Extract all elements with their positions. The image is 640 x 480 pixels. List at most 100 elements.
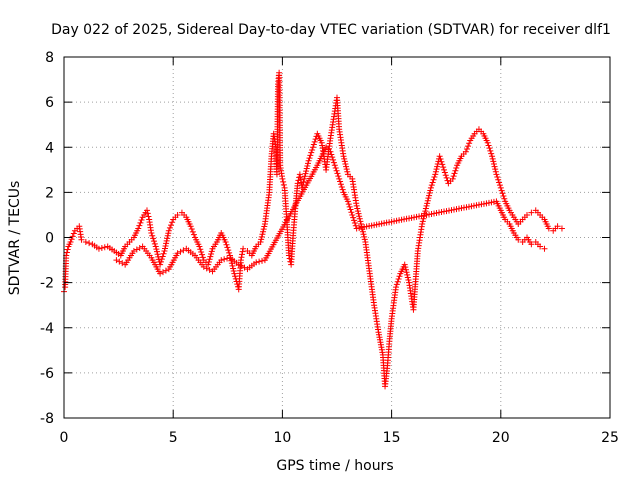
data-point (404, 271, 411, 278)
data-point (259, 231, 266, 238)
data-point (150, 238, 157, 245)
data-point (443, 174, 450, 181)
data-point (358, 220, 365, 227)
data-point (437, 155, 444, 162)
data-point (239, 248, 246, 255)
data-point (82, 239, 89, 246)
data-point (352, 222, 359, 229)
data-point (135, 225, 142, 232)
y-tick-label: -8 (40, 411, 54, 427)
data-point (343, 163, 350, 170)
data-point (498, 187, 505, 194)
data-point (69, 233, 76, 240)
data-point (405, 277, 412, 284)
data-point (231, 270, 238, 277)
data-point (436, 153, 443, 160)
data-point (434, 163, 441, 170)
data-point (494, 174, 501, 181)
data-point (302, 170, 309, 177)
data-point (223, 241, 230, 248)
data-point (357, 218, 364, 225)
data-point (449, 175, 456, 182)
data-point (426, 190, 433, 197)
data-point (345, 201, 352, 208)
data-point (429, 179, 436, 186)
data-point (359, 228, 366, 235)
data-point (205, 261, 212, 268)
data-point (311, 138, 318, 145)
data-point (257, 239, 264, 246)
data-point (196, 243, 203, 250)
data-point (203, 265, 210, 272)
y-axis-title: SDTVAR / TECUs (7, 181, 23, 296)
data-point (353, 202, 360, 209)
data-point (226, 249, 233, 256)
data-point (305, 157, 312, 164)
data-point (224, 244, 231, 251)
data-point (341, 155, 348, 162)
data-point (344, 168, 351, 175)
data-point (253, 259, 260, 266)
data-point (492, 166, 499, 173)
data-point (222, 239, 229, 246)
data-point (260, 226, 267, 233)
x-tick-label: 15 (383, 430, 401, 446)
data-point (158, 256, 165, 263)
data-point (188, 226, 195, 233)
data-point (309, 146, 316, 153)
data-point (162, 242, 169, 249)
data-point (163, 237, 170, 244)
data-point (427, 187, 434, 194)
data-point (101, 244, 108, 251)
data-point (462, 148, 469, 155)
data-point (451, 170, 458, 177)
data-point (230, 265, 237, 272)
data-point (333, 167, 340, 174)
data-point (301, 173, 308, 180)
data-point (148, 229, 155, 236)
data-point (136, 245, 143, 252)
data-point (329, 154, 336, 161)
data-point (177, 248, 184, 255)
data-point (486, 145, 493, 152)
data-point (423, 202, 430, 209)
data-point (174, 211, 181, 218)
data-point (424, 197, 431, 204)
data-point (493, 171, 500, 178)
data-point (304, 160, 311, 167)
data-point (304, 162, 311, 169)
y-tick-label: 4 (45, 140, 54, 156)
data-point (169, 219, 176, 226)
data-point (280, 181, 287, 188)
data-point (137, 219, 144, 226)
data-point (306, 155, 313, 162)
data-point (159, 253, 166, 260)
data-point (160, 269, 167, 276)
data-point (163, 240, 170, 247)
data-point (495, 176, 502, 183)
data-point (256, 258, 263, 265)
data-point (338, 183, 345, 190)
data-point (346, 203, 353, 210)
data-point (279, 175, 286, 182)
data-point (337, 178, 344, 185)
data-point (335, 173, 342, 180)
data-point (240, 245, 247, 252)
data-point (440, 164, 447, 171)
data-point (260, 228, 267, 235)
data-point (488, 150, 495, 157)
data-point (258, 233, 265, 240)
data-point (133, 246, 140, 253)
data-point (463, 145, 470, 152)
data-point (332, 165, 339, 172)
x-tick-label: 25 (601, 430, 619, 446)
data-point (190, 231, 197, 238)
data-point (187, 223, 194, 230)
data-point (166, 224, 173, 231)
data-point (356, 213, 363, 220)
data-point (489, 153, 496, 160)
data-point (356, 215, 363, 222)
data-point (425, 195, 432, 202)
data-point (491, 163, 498, 170)
